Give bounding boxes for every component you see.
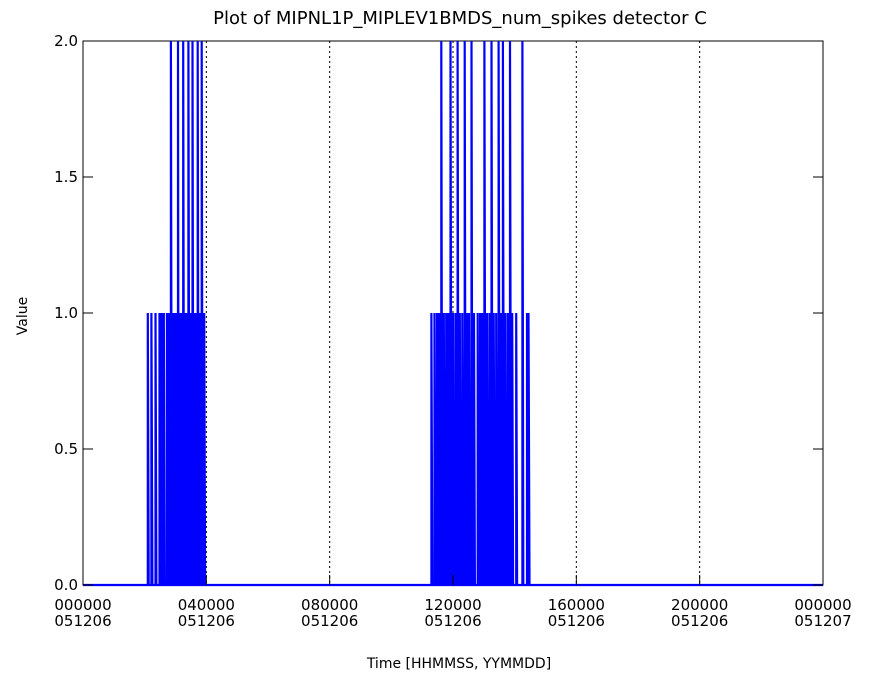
x-tick-label-date: 051206 bbox=[548, 612, 605, 630]
x-tick-label-date: 051206 bbox=[301, 612, 358, 630]
x-tick-label-date: 051206 bbox=[178, 612, 235, 630]
y-axis: 0.0 0.5 1.0 1.5 2.0 bbox=[54, 32, 823, 594]
series-layer bbox=[83, 40, 823, 587]
x-axis: 0000000512060400000512060800000512061200… bbox=[54, 575, 852, 630]
y-tick-label: 1.0 bbox=[54, 304, 78, 322]
x-tick-label-time: 000000 bbox=[54, 596, 111, 614]
x-tick-label-time: 200000 bbox=[671, 596, 728, 614]
y-tick-label: 1.5 bbox=[54, 168, 78, 186]
x-tick-label-time: 040000 bbox=[178, 596, 235, 614]
x-tick-label-time: 080000 bbox=[301, 596, 358, 614]
y-tick-label: 2.0 bbox=[54, 32, 78, 50]
y-tick-label: 0.0 bbox=[54, 576, 78, 594]
series-line-0 bbox=[83, 40, 823, 587]
x-tick-label-date: 051206 bbox=[671, 612, 728, 630]
x-tick-label-time: 160000 bbox=[548, 596, 605, 614]
chart-title: Plot of MIPNL1P_MIPLEV1BMDS_num_spikes d… bbox=[213, 8, 707, 29]
y-axis-label: Value bbox=[15, 297, 31, 335]
x-axis-label: Time [HHMMSS, YYMMDD] bbox=[366, 656, 551, 672]
x-tick-label-date: 051206 bbox=[424, 612, 481, 630]
x-tick-label-time: 120000 bbox=[424, 596, 481, 614]
x-tick-label-time: 000000 bbox=[794, 596, 851, 614]
x-tick-label-date: 051207 bbox=[794, 612, 851, 630]
y-tick-label: 0.5 bbox=[54, 440, 78, 458]
x-tick-label-date: 051206 bbox=[54, 612, 111, 630]
